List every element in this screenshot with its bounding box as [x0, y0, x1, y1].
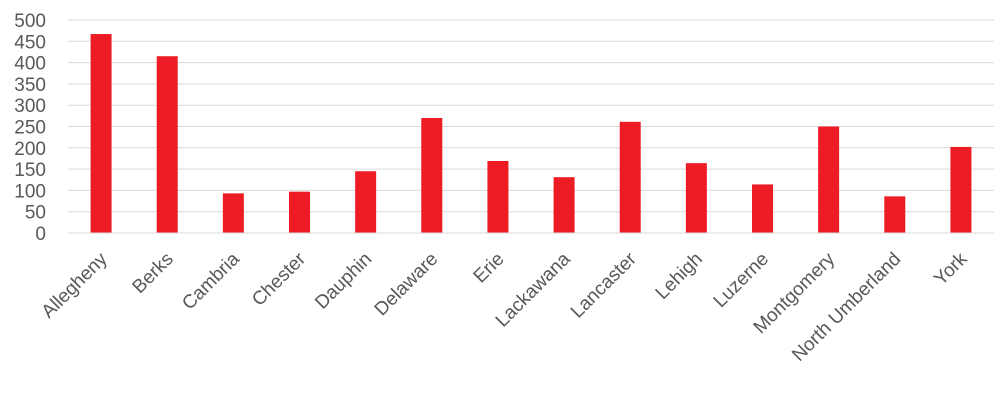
x-tick-label: Lehigh	[652, 249, 707, 304]
y-tick-label: 50	[25, 203, 46, 224]
gridlines	[68, 19, 994, 213]
x-tick-label: Lancaster	[567, 248, 641, 322]
y-tick-label: 250	[14, 118, 46, 139]
y-tick-label: 100	[14, 181, 46, 202]
x-tick-label: Luzerne	[710, 249, 773, 312]
x-tick-label: Cambria	[178, 248, 244, 314]
bars	[90, 34, 972, 234]
x-tick-label: Allegheny	[38, 248, 112, 322]
x-tick-label: Erie	[470, 249, 509, 288]
x-axis-labels: Allegheny Berks Cambria Chester DauphinDelaw…	[38, 248, 972, 366]
y-tick-label: 350	[14, 75, 46, 96]
bar-chester	[289, 191, 310, 233]
bar-delaware	[421, 117, 443, 233]
x-tick-label: York	[930, 248, 972, 290]
y-tick-label: 500	[14, 11, 46, 32]
y-tick-label: 450	[14, 32, 46, 53]
bar-york	[950, 146, 972, 233]
x-tick-label: Chester	[248, 248, 310, 310]
bar-lehigh	[685, 163, 707, 233]
y-tick-label: 400	[14, 54, 46, 75]
bar-luzerne	[752, 184, 773, 233]
bar-lackawana	[553, 177, 575, 233]
y-tick-label: 300	[14, 96, 46, 117]
x-tick-label: Berks	[129, 249, 178, 298]
y-tick-label: 150	[14, 160, 46, 181]
bar-berks	[156, 56, 178, 234]
bar-lancaster	[619, 121, 641, 233]
bar-cambria	[222, 193, 244, 233]
bar-north-umberland	[884, 196, 906, 233]
bar-dauphin	[355, 171, 377, 233]
x-tick-label: Dauphin	[311, 249, 376, 314]
bar-erie	[487, 161, 509, 233]
x-tick-label: Delaware	[371, 249, 443, 321]
bar-allegheny	[90, 34, 112, 233]
bar-montgomery	[818, 126, 840, 233]
y-tick-label: 0	[35, 224, 46, 245]
y-tick-label: 200	[14, 139, 46, 160]
